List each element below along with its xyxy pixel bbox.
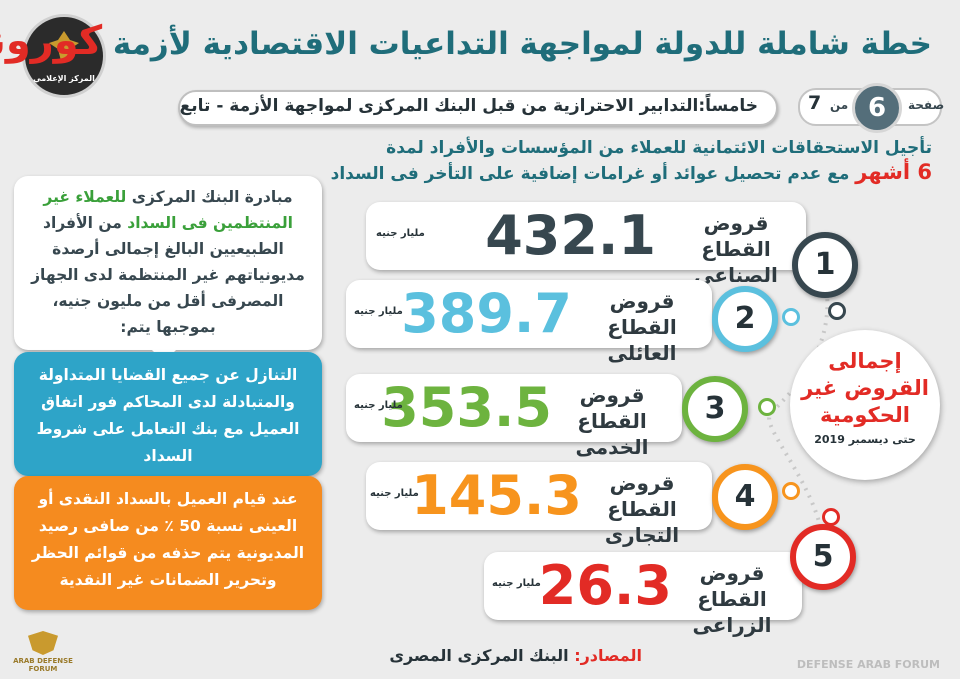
loan-unit: مليار جنيه (354, 306, 403, 317)
logo-text: المركز الإعلامي (33, 74, 95, 83)
loan-value: 26.3 (538, 554, 672, 617)
page-title: خطة شاملة للدولة لمواجهة التداعيات الاقت… (0, 18, 932, 64)
intro-rest: مع عدم تحصيل عوائد أو غرامات إضافية على … (330, 164, 850, 184)
loan-value: 145.3 (411, 464, 582, 527)
step-1-dot (828, 302, 846, 320)
step-4-circle: 4 (712, 464, 778, 530)
title-accent: كورونا (0, 18, 103, 64)
loan-value: 353.5 (381, 376, 552, 439)
loan-label: قروض القطاع العائلى (607, 289, 677, 365)
loan-card-agricultural: قروض القطاع الزراعى 26.3 مليار جنيه (484, 552, 802, 637)
shield-icon (28, 631, 58, 655)
loan-card-services: قروض القطاع الخدمى 353.5 مليار جنيه (346, 374, 682, 459)
page-label: صفحة (908, 98, 945, 112)
total-loans-badge: إجمالى القروض غير الحكومية حتى ديسمبر 20… (790, 330, 940, 480)
watermark-left-text: ARAB DEFENSE FORUM (13, 657, 73, 673)
page-of-label: من (830, 98, 849, 112)
page-number: 6 (852, 83, 902, 133)
loan-value: 432.1 (485, 204, 656, 267)
loan-card-commercial: قروض القطاع التجارى 145.3 مليار جنيه (366, 462, 712, 547)
cash-payment-box: عند قيام العميل بالسداد النقدى أو العينى… (14, 476, 322, 610)
total-loans-date: حتى ديسمبر 2019 (814, 433, 916, 446)
step-2-dot (782, 308, 800, 326)
initiative-box: مبادرة البنك المركزى للعملاء غير المنتظم… (14, 176, 322, 362)
intro-highlight: 6 أشهر (855, 160, 932, 184)
loan-label: قروض القطاع الخدمى (575, 383, 649, 459)
step-1-circle: 1 (792, 232, 858, 298)
loan-unit: مليار جنيه (376, 228, 425, 239)
step-3-dot (758, 398, 776, 416)
lawsuit-waiver-box: التنازل عن جميع القضايا المتداولة والمتب… (14, 352, 322, 488)
forum-watermark-right: DEFENSE ARAB FORUM (796, 658, 940, 671)
source-label: المصادر: (574, 646, 642, 665)
initiative-text-green: للعملاء غير المنتظمين فى السداد (43, 188, 293, 232)
step-5-circle: 5 (790, 524, 856, 590)
loan-value: 389.7 (401, 282, 572, 345)
loan-label: قروض القطاع الزراعى (692, 561, 772, 637)
intro-line-1: تأجيل الاستحقاقات الائتمانية للعملاء من … (386, 138, 932, 158)
loan-card-household: قروض القطاع العائلى 389.7 مليار جنيه (346, 280, 712, 365)
step-4-dot (782, 482, 800, 500)
section-subtitle: خامساً:التدابير الاحترازية من قبل البنك … (179, 96, 758, 116)
step-3-circle: 3 (682, 376, 748, 442)
loan-label: قروض القطاع التجارى (604, 471, 680, 547)
forum-watermark-left: ARAB DEFENSE FORUM (8, 631, 78, 673)
loan-unit: مليار جنيه (370, 488, 419, 499)
step-5-dot (822, 508, 840, 526)
loan-unit: مليار جنيه (354, 400, 403, 411)
section-subtitle-bar: خامساً:التدابير الاحترازية من قبل البنك … (178, 90, 778, 126)
page-total: 7 (808, 92, 822, 114)
loan-label: قروض القطاع الصناعى (694, 211, 778, 287)
source-value: البنك المركزى المصرى (389, 646, 569, 665)
initiative-text-1: مبادرة البنك المركزى (131, 188, 293, 206)
loan-card-industrial: قروض القطاع الصناعى 432.1 مليار جنيه (366, 202, 806, 287)
total-loans-title: إجمالى القروض غير الحكومية (801, 349, 929, 427)
media-center-logo: المركز الإعلامي (22, 14, 106, 98)
title-main: خطة شاملة للدولة لمواجهة التداعيات الاقت… (112, 26, 932, 62)
cash-payment-text: عند قيام العميل بالسداد النقدى أو العينى… (31, 490, 305, 589)
step-2-circle: 2 (712, 286, 778, 352)
lawsuit-waiver-text: التنازل عن جميع القضايا المتداولة والمتب… (36, 366, 300, 465)
intro-line-2: 6 أشهر مع عدم تحصيل عوائد أو غرامات إضاف… (331, 160, 932, 184)
source-line: المصادر: البنك المركزى المصرى (389, 646, 642, 665)
initiative-text-2: من الأفراد الطبيعيين البالغ إجمالى أرصدة… (31, 214, 305, 336)
loan-unit: مليار جنيه (492, 578, 541, 589)
